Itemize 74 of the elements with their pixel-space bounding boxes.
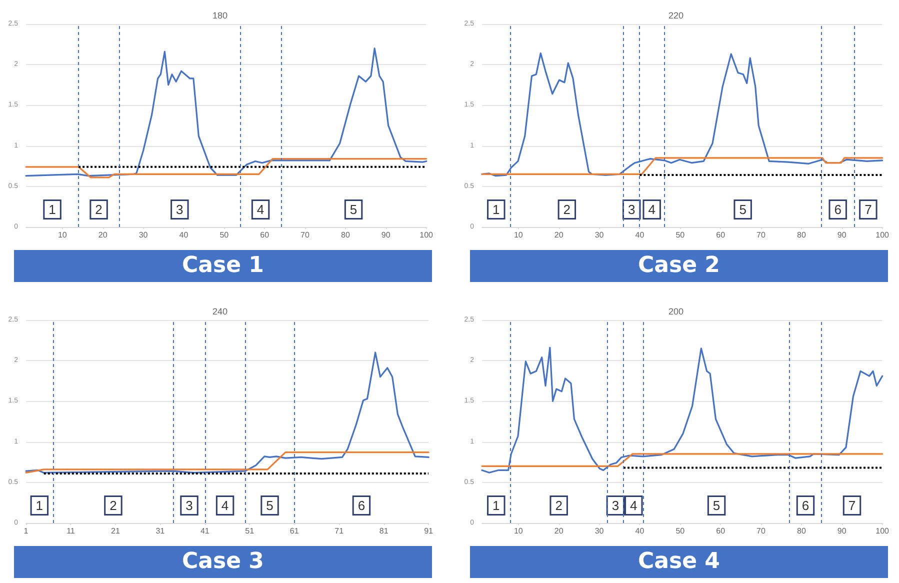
annotation: 3 xyxy=(186,498,193,513)
x-tick-label: 70 xyxy=(756,230,766,240)
x-tick-label: 80 xyxy=(797,526,806,536)
x-tick-label: 50 xyxy=(676,230,686,240)
x-tick-label: 40 xyxy=(635,526,645,536)
x-tick-label: 90 xyxy=(381,230,391,240)
x-tick-label: 50 xyxy=(676,526,686,536)
x-tick-label: 30 xyxy=(594,526,604,536)
x-tick-label: 20 xyxy=(554,526,564,536)
x-tick-label: 90 xyxy=(837,526,847,536)
x-tick-label: 100 xyxy=(876,230,890,240)
x-tick-label: 30 xyxy=(594,230,604,240)
x-tick-label: 100 xyxy=(420,230,434,240)
text: Case 1 xyxy=(14,250,432,282)
x-tick-label: 11 xyxy=(66,526,76,536)
x-tick-label: 80 xyxy=(341,230,350,240)
annotation: 2 xyxy=(95,202,102,217)
x-tick-label: 50 xyxy=(220,230,230,240)
annotation: 3 xyxy=(612,498,620,513)
annotation: 7 xyxy=(848,498,856,513)
annotation: 5 xyxy=(350,202,358,217)
x-tick-label: 60 xyxy=(716,230,726,240)
x-tick-label: 40 xyxy=(635,230,645,240)
annotation: 2 xyxy=(555,498,562,513)
x-tick-label: 51 xyxy=(245,526,255,536)
annotation: 4 xyxy=(256,202,264,217)
x-tick-label: 60 xyxy=(260,230,270,240)
text: Case 2 xyxy=(470,250,888,282)
x-tick-label: 40 xyxy=(179,230,189,240)
x-tick-label: 10 xyxy=(514,526,524,536)
text: Case 3 xyxy=(14,546,432,578)
annotation: 2 xyxy=(563,202,571,217)
chart-title: 240 xyxy=(212,306,228,316)
annotation: 1 xyxy=(492,498,500,513)
x-tick-label: 91 xyxy=(424,526,434,536)
chart-title: 200 xyxy=(668,306,684,316)
x-tick-label: 10 xyxy=(58,230,68,240)
annotation: 5 xyxy=(712,498,720,513)
annotation: 6 xyxy=(802,498,810,513)
x-tick-label: 61 xyxy=(290,526,300,536)
annotation: 1 xyxy=(492,202,500,217)
annotation: 6 xyxy=(834,202,842,217)
text: Case 4 xyxy=(470,546,888,578)
annotation: 2 xyxy=(110,498,117,513)
x-tick-label: 80 xyxy=(797,230,806,240)
x-tick-label: 81 xyxy=(379,526,389,536)
annotation: 7 xyxy=(864,202,872,217)
x-tick-label: 20 xyxy=(554,230,564,240)
annotation: 5 xyxy=(266,498,274,513)
chart-title: 220 xyxy=(668,10,684,20)
x-tick-label: 20 xyxy=(98,230,108,240)
x-tick-label: 70 xyxy=(756,526,766,536)
x-tick-label: 1 xyxy=(24,526,29,536)
annotation: 4 xyxy=(630,498,638,513)
annotation: 1 xyxy=(36,498,44,513)
annotation: 5 xyxy=(739,202,746,217)
annotation: 6 xyxy=(358,498,366,513)
annotation: 3 xyxy=(628,202,636,217)
x-tick-label: 31 xyxy=(156,526,166,536)
x-tick-label: 70 xyxy=(300,230,310,240)
x-tick-label: 21 xyxy=(111,526,120,536)
x-tick-label: 30 xyxy=(138,230,148,240)
annotation: 1 xyxy=(48,202,56,217)
x-tick-label: 90 xyxy=(837,230,847,240)
x-tick-label: 60 xyxy=(716,526,726,536)
annotation: 4 xyxy=(648,202,656,217)
annotation: 4 xyxy=(221,498,229,513)
x-tick-label: 100 xyxy=(876,526,890,536)
annotation: 3 xyxy=(176,202,184,217)
chart-title: 180 xyxy=(212,10,228,20)
x-tick-label: 71 xyxy=(334,526,344,536)
x-tick-label: 10 xyxy=(514,230,524,240)
x-tick-label: 41 xyxy=(200,526,210,536)
line-series xyxy=(25,158,428,178)
